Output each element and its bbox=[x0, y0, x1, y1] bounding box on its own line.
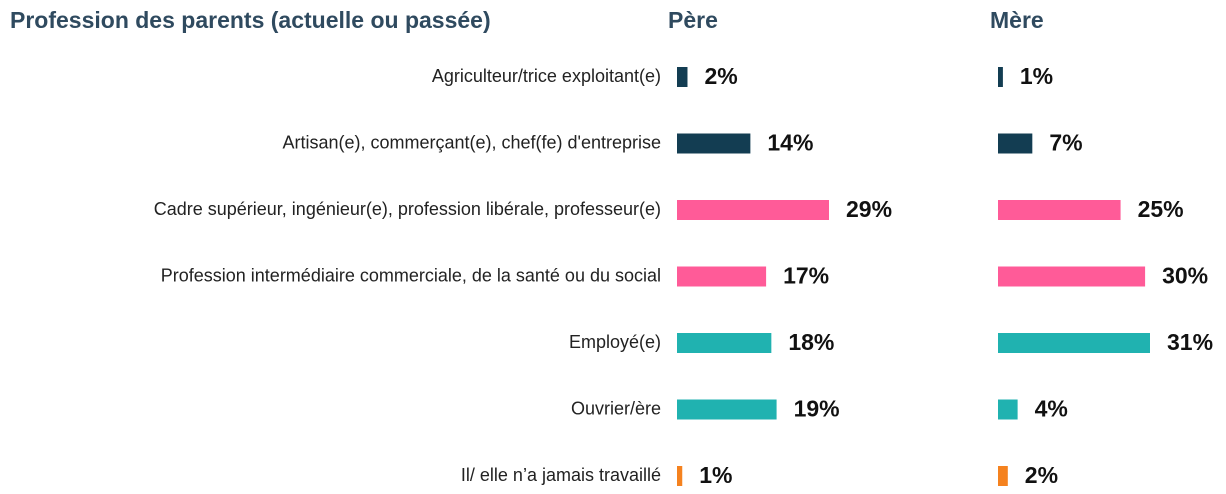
bar bbox=[998, 133, 1033, 154]
bar bbox=[998, 333, 1150, 353]
bar bbox=[998, 266, 1146, 287]
bar bbox=[677, 200, 829, 220]
series-header: Père bbox=[668, 7, 718, 33]
category-label: Cadre supérieur, ingénieur(e), professio… bbox=[154, 199, 661, 219]
value-label: 29% bbox=[846, 196, 892, 222]
category-label: Employé(e) bbox=[569, 332, 661, 352]
bar bbox=[677, 333, 772, 353]
value-label: 14% bbox=[767, 130, 813, 156]
category-label: Il/ elle n’a jamais travaillé bbox=[461, 465, 661, 485]
value-label: 2% bbox=[1025, 462, 1058, 488]
bar bbox=[677, 67, 688, 87]
bar bbox=[677, 133, 751, 154]
value-label: 4% bbox=[1035, 396, 1068, 422]
category-label: Artisan(e), commerçant(e), chef(fe) d'en… bbox=[282, 132, 661, 152]
value-label: 1% bbox=[1020, 63, 1053, 89]
value-label: 30% bbox=[1162, 263, 1208, 289]
value-label: 25% bbox=[1138, 196, 1184, 222]
value-label: 2% bbox=[704, 63, 737, 89]
bar bbox=[998, 200, 1121, 220]
value-label: 19% bbox=[794, 396, 840, 422]
bar bbox=[998, 466, 1008, 486]
series-header: Mère bbox=[990, 7, 1044, 33]
category-label: Ouvrier/ère bbox=[571, 398, 661, 418]
bar bbox=[677, 399, 777, 420]
value-label: 31% bbox=[1167, 329, 1213, 355]
bar bbox=[998, 399, 1018, 420]
value-label: 18% bbox=[788, 329, 834, 355]
bar bbox=[677, 466, 683, 486]
value-label: 17% bbox=[783, 263, 829, 289]
chart-title: Profession des parents (actuelle ou pass… bbox=[10, 7, 491, 33]
category-label: Profession intermédiaire commerciale, de… bbox=[161, 265, 661, 285]
value-label: 1% bbox=[699, 462, 732, 488]
value-label: 7% bbox=[1049, 130, 1082, 156]
bar bbox=[998, 67, 1003, 87]
bar bbox=[677, 266, 767, 287]
category-label: Agriculteur/trice exploitant(e) bbox=[432, 66, 661, 86]
